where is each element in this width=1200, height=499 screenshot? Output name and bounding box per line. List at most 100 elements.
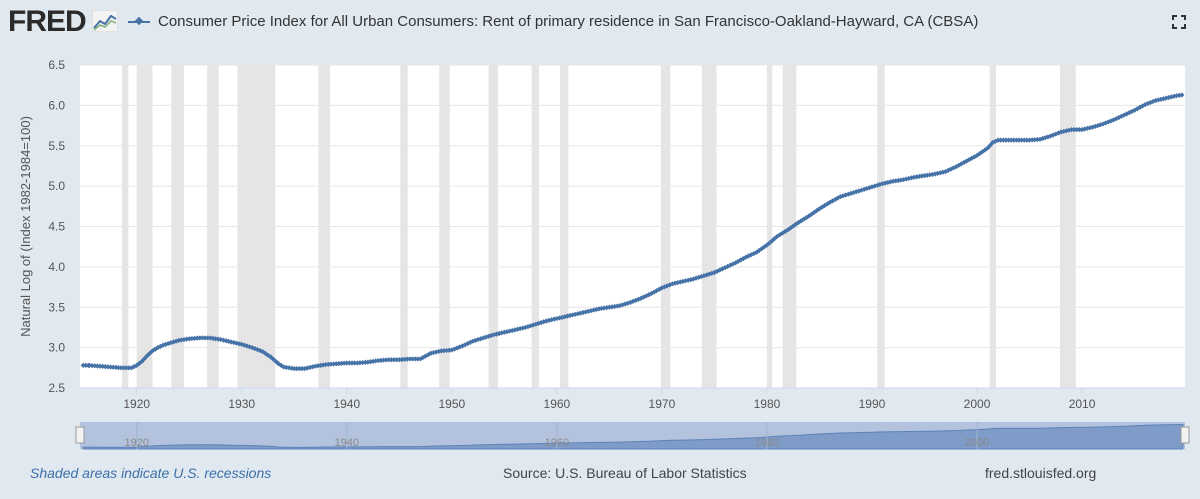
data-point [843,192,849,198]
data-point [630,298,636,304]
data-point [197,335,203,341]
data-point [451,346,458,352]
navigator-tick-label: 1960 [545,437,569,449]
y-tick-label: 3.0 [48,341,65,355]
data-point [420,354,426,361]
data-point [596,306,602,312]
data-point [168,340,174,346]
fred-logo[interactable]: FRED [8,5,87,38]
data-point [202,335,208,341]
data-point [507,328,513,334]
data-point [1003,137,1009,143]
data-point [144,353,150,359]
y-tick-label: 4.0 [48,260,65,274]
data-point [551,316,557,322]
data-point [457,344,463,350]
data-point [1019,137,1025,143]
data-point [359,359,366,366]
series-legend[interactable]: Consumer Price Index for All Urban Consu… [128,13,978,30]
range-navigator[interactable]: 1920 1940 1960 1980 2000 [75,422,1190,450]
data-point [1024,137,1030,143]
data-point [963,158,970,164]
data-point [1074,127,1080,133]
data-point [446,347,452,353]
x-tick-label: 1930 [228,397,255,411]
data-point [1087,125,1093,131]
data-point [987,142,993,148]
data-point [953,164,959,170]
data-point [583,309,589,315]
data-point [260,349,266,355]
data-point [625,300,631,306]
data-point [378,357,384,363]
data-point [769,238,775,244]
data-point [528,323,534,329]
data-point [199,335,205,341]
data-point [885,179,891,186]
data-point [701,273,707,279]
data-point [879,181,886,187]
data-point [735,258,741,265]
recession-note[interactable]: Shaded areas indicate U.S. recessions [30,465,272,481]
data-point [698,273,704,280]
data-point [1103,120,1109,126]
data-point [651,289,657,295]
data-point [496,330,502,337]
data-point [940,169,946,175]
fullscreen-icon[interactable] [1172,15,1186,29]
data-point [774,233,781,239]
data-point [1016,137,1022,143]
navigator-right-handle[interactable] [1180,426,1190,444]
data-point [522,324,528,331]
data-point [433,349,439,355]
data-point [233,340,240,346]
data-point [601,305,607,311]
data-point [520,325,526,331]
data-point [136,360,142,366]
data-point [254,347,261,353]
data-point [218,336,224,343]
data-point [1155,97,1161,103]
data-point [215,336,221,342]
data-point [916,173,922,180]
data-point [693,275,699,281]
data-point [262,350,268,357]
data-point [1152,97,1159,104]
chart-header: FRED Consumer Price Index for All Urban … [0,0,1200,48]
data-point [1021,137,1027,143]
data-point [173,338,179,344]
data-point [835,195,841,201]
y-tick-label: 5.5 [48,139,65,153]
data-point [317,362,324,368]
data-point [588,308,594,314]
data-point [170,339,177,345]
data-point [441,348,447,354]
site-link[interactable]: fred.stlouisfed.org [985,465,1097,481]
data-point [533,321,539,327]
x-tick-label: 2000 [964,397,991,411]
data-point [688,276,694,283]
data-point [291,366,297,372]
data-point [380,357,387,363]
data-point [562,314,568,320]
data-point [567,312,573,319]
data-point [919,173,925,179]
navigator-tick-label: 1940 [335,437,359,449]
data-point [422,353,429,359]
data-point [271,357,277,363]
data-point [874,182,880,188]
y-tick-label: 6.0 [48,98,65,112]
y-tick-label: 4.5 [48,220,65,234]
data-point [257,348,263,354]
navigator-left-handle[interactable] [75,426,85,444]
data-point [1000,137,1006,143]
x-tick-label: 1970 [649,397,676,411]
navigator-ticks: 1920 1940 1960 1980 2000 [124,422,989,449]
data-point [761,244,767,250]
data-point [176,337,182,343]
series-title: Consumer Price Index for All Urban Consu… [158,13,979,30]
data-point [575,311,581,317]
data-point [205,335,211,341]
data-point [948,166,954,172]
data-point [798,218,804,224]
